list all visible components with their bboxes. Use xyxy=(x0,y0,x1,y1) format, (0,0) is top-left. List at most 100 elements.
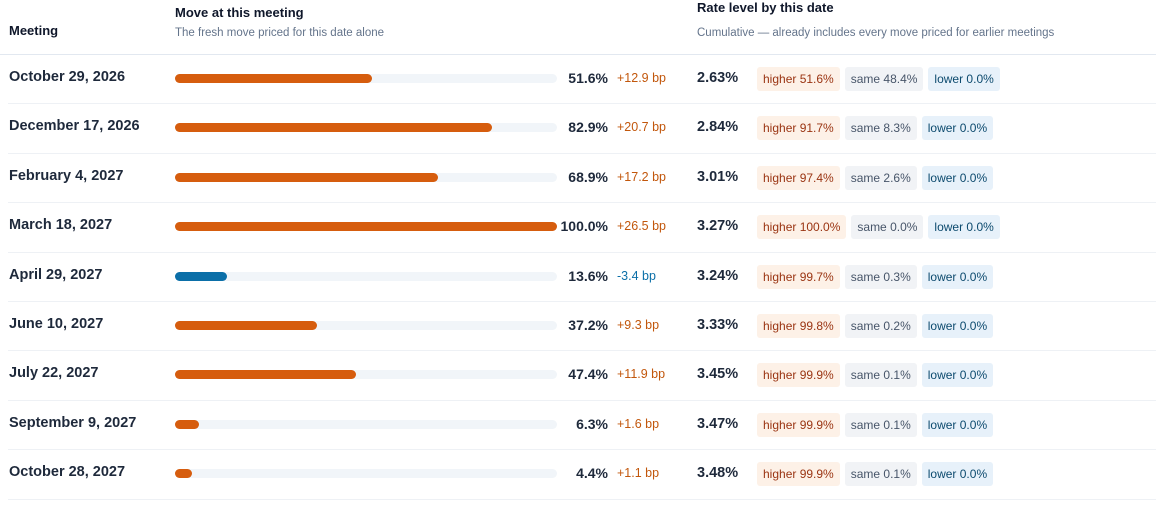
rate-level: 3.01% xyxy=(697,168,739,185)
higher-probability-badge: higher 100.0% xyxy=(757,215,847,240)
same-probability-badge: same 8.3% xyxy=(844,116,917,141)
outcome-chips: higher 99.9% same 0.1% lower 0.0% xyxy=(757,412,994,437)
probability-bar-fill xyxy=(175,123,492,133)
move-basis-points: -3.4 bp xyxy=(617,268,656,283)
move-basis-points: +1.6 bp xyxy=(617,416,660,431)
same-probability-badge: same 0.1% xyxy=(844,462,917,487)
move-basis-points: +20.7 bp xyxy=(617,120,667,135)
lower-probability-badge: lower 0.0% xyxy=(921,313,994,338)
higher-probability-badge: higher 99.8% xyxy=(757,313,840,338)
move-probability: 68.9% xyxy=(568,168,608,185)
lower-probability-badge: lower 0.0% xyxy=(921,264,994,289)
outcome-chips: higher 99.8% same 0.2% lower 0.0% xyxy=(757,313,994,338)
move-basis-points: +17.2 bp xyxy=(617,169,667,184)
move-basis-points: +26.5 bp xyxy=(617,219,667,234)
probability-bar-track xyxy=(175,469,557,479)
probability-bar-fill xyxy=(175,222,557,232)
outcome-chips: higher 97.4% same 2.6% lower 0.0% xyxy=(757,165,994,190)
probability-bar-fill xyxy=(175,370,357,380)
meeting-date: September 9, 2027 xyxy=(9,414,137,431)
column-subheader-move: The fresh move priced for this date alon… xyxy=(175,27,385,39)
probability-bar-track xyxy=(175,222,557,232)
lower-probability-badge: lower 0.0% xyxy=(921,462,994,487)
probability-bar-track xyxy=(175,271,557,281)
meeting-date: March 18, 2027 xyxy=(9,217,113,234)
higher-probability-badge: higher 99.9% xyxy=(757,363,840,388)
move-probability: 4.4% xyxy=(576,465,608,482)
meeting-date: June 10, 2027 xyxy=(9,315,104,332)
rate-level: 3.24% xyxy=(697,267,739,284)
probability-bar-fill xyxy=(175,271,227,281)
higher-probability-badge: higher 91.7% xyxy=(757,116,840,141)
move-probability: 13.6% xyxy=(568,267,608,284)
rate-level: 3.45% xyxy=(697,366,739,383)
column-header-move: Move at this meeting xyxy=(175,5,304,20)
outcome-chips: higher 99.7% same 0.3% lower 0.0% xyxy=(757,264,994,289)
probability-bar-track xyxy=(175,123,557,133)
same-probability-badge: same 0.3% xyxy=(844,264,917,289)
probability-bar-fill xyxy=(175,419,200,429)
lower-probability-badge: lower 0.0% xyxy=(928,67,1000,91)
outcome-chips: higher 99.9% same 0.1% lower 0.0% xyxy=(757,462,994,487)
meeting-date: October 29, 2026 xyxy=(9,69,126,85)
meeting-date: December 17, 2026 xyxy=(9,118,140,135)
lower-probability-badge: lower 0.0% xyxy=(921,165,994,190)
rate-level: 3.27% xyxy=(697,218,739,235)
outcome-chips: higher 91.7% same 8.3% lower 0.0% xyxy=(757,116,994,141)
move-probability: 6.3% xyxy=(576,415,608,432)
move-basis-points: +9.3 bp xyxy=(617,317,660,332)
rate-level: 3.48% xyxy=(697,465,739,482)
meeting-table-body: October 29, 2026 51.6% +12.9 bp 2.63% higher… xyxy=(0,55,1156,500)
move-basis-points: +12.9 bp xyxy=(617,71,667,85)
meeting-date: July 22, 2027 xyxy=(9,365,99,382)
probability-bar-fill xyxy=(175,74,373,83)
probability-bar-fill xyxy=(175,469,192,479)
table-row: September 9, 2027 6.3% +1.6 bp 3.47% higher … xyxy=(8,401,1156,451)
table-row: March 18, 2027 100.0% +26.5 bp 3.27% higher … xyxy=(8,203,1156,253)
rate-level: 3.47% xyxy=(697,415,739,432)
higher-probability-badge: higher 99.9% xyxy=(757,412,840,437)
table-row: October 28, 2027 4.4% +1.1 bp 3.48% higher 9… xyxy=(8,450,1156,500)
outcome-chips: higher 99.9% same 0.1% lower 0.0% xyxy=(757,363,994,388)
column-subheader-rate: Cumulative — already includes every move… xyxy=(697,27,1055,39)
lower-probability-badge: lower 0.0% xyxy=(921,116,994,141)
same-probability-badge: same 0.1% xyxy=(844,412,917,437)
probability-bar-track xyxy=(175,370,557,380)
column-header-rate: Rate level by this date xyxy=(697,0,834,15)
lower-probability-badge: lower 0.0% xyxy=(928,215,1000,240)
move-probability: 47.4% xyxy=(568,366,608,383)
same-probability-badge: same 0.1% xyxy=(844,363,917,388)
same-probability-badge: same 0.2% xyxy=(844,313,917,338)
probability-bar-fill xyxy=(175,172,439,182)
column-header-meeting: Meeting xyxy=(9,23,59,38)
higher-probability-badge: higher 51.6% xyxy=(757,67,840,91)
probability-bar-track xyxy=(175,320,557,330)
higher-probability-badge: higher 99.9% xyxy=(757,462,840,487)
table-row: October 29, 2026 51.6% +12.9 bp 2.63% higher… xyxy=(8,55,1156,105)
higher-probability-badge: higher 97.4% xyxy=(757,165,840,190)
move-probability: 100.0% xyxy=(560,218,608,235)
table-header: Meeting Move at this meeting The fresh m… xyxy=(0,0,1156,55)
lower-probability-badge: lower 0.0% xyxy=(921,412,994,437)
meeting-date: October 28, 2027 xyxy=(9,464,126,481)
same-probability-badge: same 0.0% xyxy=(851,215,924,240)
rate-level: 2.84% xyxy=(697,119,739,136)
probability-bar-track xyxy=(175,74,557,83)
meeting-date: April 29, 2027 xyxy=(9,266,103,283)
move-probability: 51.6% xyxy=(568,70,608,86)
rate-level: 3.33% xyxy=(697,316,739,333)
move-probability: 37.2% xyxy=(568,316,608,333)
probability-bar-track xyxy=(175,172,557,182)
outcome-chips: higher 51.6% same 48.4% lower 0.0% xyxy=(757,67,1000,91)
table-row: April 29, 2027 13.6% -3.4 bp 3.24% higher 99… xyxy=(8,253,1156,302)
move-basis-points: +1.1 bp xyxy=(617,466,660,481)
rate-level: 2.63% xyxy=(697,70,739,86)
meeting-date: February 4, 2027 xyxy=(9,167,124,184)
table-row: June 10, 2027 37.2% +9.3 bp 3.33% higher 99.… xyxy=(8,302,1156,352)
table-row: February 4, 2027 68.9% +17.2 bp 3.01% higher… xyxy=(8,154,1156,204)
table-row: July 22, 2027 47.4% +11.9 bp 3.45% higher 99… xyxy=(8,351,1156,401)
probability-bar-track xyxy=(175,419,557,429)
outcome-chips: higher 100.0% same 0.0% lower 0.0% xyxy=(757,215,1000,240)
lower-probability-badge: lower 0.0% xyxy=(921,363,994,388)
move-probability: 82.9% xyxy=(568,119,608,136)
